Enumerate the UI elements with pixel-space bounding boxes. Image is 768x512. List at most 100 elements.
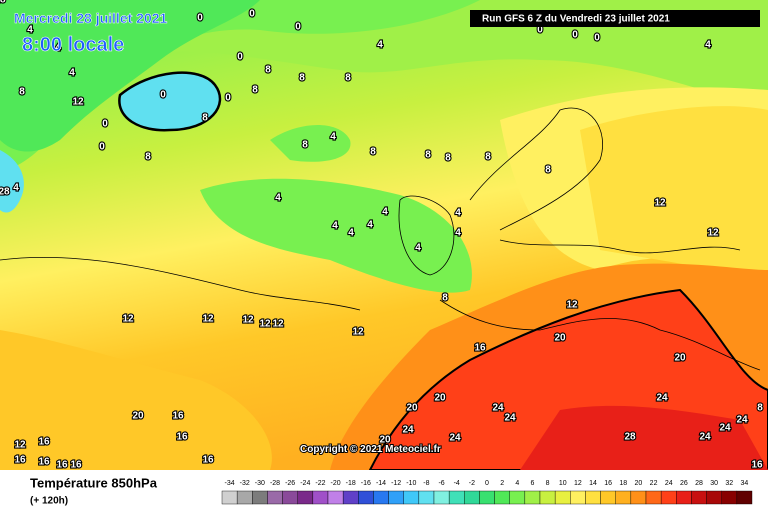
contour-label: 0 (537, 25, 543, 36)
contour-label: 16 (751, 460, 763, 471)
run-info: Run GFS 6 Z du Vendredi 23 juillet 2021 (482, 14, 670, 25)
contour-label: 4 (455, 208, 461, 219)
contour-label: 24 (736, 415, 748, 426)
forecast-time: 8:00 locale (22, 34, 124, 56)
scale-label: 16 (604, 480, 612, 487)
contour-label: 28 (0, 0, 6, 6)
contour-label: 8 (202, 113, 208, 124)
contour-label: 4 (382, 207, 388, 218)
contour-label: 8 (252, 85, 258, 96)
contour-label: 12 (259, 319, 271, 330)
scale-swatch (524, 490, 541, 505)
contour-label: 4 (13, 183, 19, 194)
contour-label: 4 (69, 68, 75, 79)
scale-swatch (660, 490, 677, 505)
contour-label: 8 (302, 140, 308, 151)
scale-label: 28 (695, 480, 703, 487)
scale-label: -2 (469, 480, 475, 487)
contour-label: 4 (367, 220, 373, 231)
contour-label: 12 (122, 314, 134, 325)
scale-swatch (479, 490, 495, 505)
scale-label: -12 (391, 480, 401, 487)
scale-label: 30 (710, 480, 718, 487)
contour-label: 4 (332, 221, 338, 232)
scale-label: 24 (665, 480, 673, 487)
contour-label: 12 (352, 327, 364, 338)
scale-swatch (509, 490, 526, 505)
contour-label: 24 (504, 413, 516, 424)
scale-swatch (554, 490, 571, 505)
contour-label: 0 (594, 33, 600, 44)
scale-swatch (691, 490, 707, 505)
scale-swatch (600, 490, 616, 505)
scale-label: 2 (500, 480, 504, 487)
scale-swatch (433, 490, 450, 505)
contour-label: 24 (719, 423, 731, 434)
contour-label: 4 (55, 43, 61, 54)
scale-swatch (448, 490, 465, 505)
scale-label: -18 (346, 480, 356, 487)
scale-label: -26 (285, 480, 295, 487)
contour-label: 24 (492, 403, 504, 414)
contour-label: 12 (242, 315, 254, 326)
scale-swatch (342, 490, 359, 505)
contour-label: 0 (225, 93, 231, 104)
scale-swatch (312, 490, 329, 505)
contour-label: 0 (237, 52, 243, 63)
contour-label: 16 (70, 460, 82, 471)
scale-label: -28 (270, 480, 280, 487)
contour-label: 4 (455, 228, 461, 239)
scale-swatch (373, 490, 389, 505)
scale-label: -14 (376, 480, 386, 487)
scale-swatch (267, 490, 283, 505)
contour-label: 4 (348, 228, 354, 239)
contour-label: 8 (485, 152, 491, 163)
scale-swatch (388, 490, 404, 505)
contour-label: 8 (370, 147, 376, 158)
scale-swatch (297, 490, 314, 505)
scale-swatch (706, 490, 722, 505)
contour-label: 16 (172, 411, 184, 422)
contour-label: 8 (19, 87, 25, 98)
scale-label: 8 (546, 480, 550, 487)
contour-label: 16 (38, 437, 50, 448)
scale-label: 18 (619, 480, 627, 487)
contour-label: 8 (145, 152, 151, 163)
contour-label: 20 (674, 353, 686, 364)
map (0, 0, 768, 471)
contour-label: 12 (72, 97, 84, 108)
contour-label: 24 (402, 425, 414, 436)
contour-label: 0 (572, 30, 578, 41)
scale-label: 14 (589, 480, 597, 487)
contour-label: 12 (707, 228, 719, 239)
scale-swatch (615, 490, 632, 505)
scale-label: 12 (574, 480, 582, 487)
scale-swatch (282, 490, 298, 505)
contour-label: 16 (56, 460, 68, 471)
scale-label: -32 (240, 480, 250, 487)
contour-label: 8 (425, 150, 431, 161)
color-scale: -34 -32 -30 -28 -26 -24 -22 -20 -18 -16 -14 -12 -10-… (221, 480, 753, 505)
contour-label: 16 (14, 455, 26, 466)
scale-label: 22 (650, 480, 658, 487)
contour-label: 8 (299, 73, 305, 84)
scale-label: -24 (300, 480, 310, 487)
contour-label: 8 (442, 293, 448, 304)
scale-label: -16 (361, 480, 371, 487)
contour-label: 8 (757, 403, 763, 414)
scale-swatch (403, 490, 420, 505)
contour-label: 0 (102, 119, 108, 130)
scale-label: 0 (485, 480, 489, 487)
contour-label: 4 (705, 40, 711, 51)
contour-label: 28 (0, 187, 10, 198)
parameter-title: Température 850hPa (30, 475, 158, 490)
scale-label: 34 (741, 480, 749, 487)
contour-label: 4 (415, 243, 421, 254)
contour-label: 8 (545, 165, 551, 176)
scale-label: -22 (315, 480, 325, 487)
contour-label: 28 (624, 432, 636, 443)
scale-label: -4 (454, 480, 460, 487)
contour-label: 24 (699, 432, 711, 443)
contour-label: 4 (275, 193, 281, 204)
